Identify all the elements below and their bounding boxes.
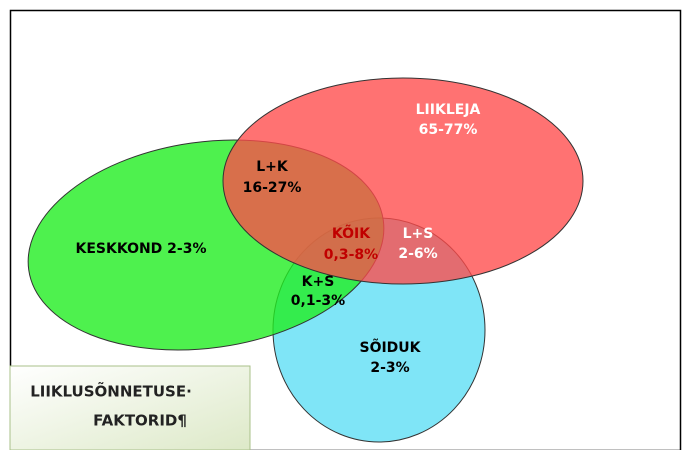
legend-text: LIIKLUSÕNNETUSE· <box>30 382 192 401</box>
node-label: 16-27% <box>243 180 302 196</box>
node-label: 2-6% <box>398 246 437 262</box>
node-label: L+K <box>256 159 289 175</box>
node-label: SÕIDUK <box>359 338 421 356</box>
legend-box <box>9 365 251 450</box>
node-label: 65-77% <box>419 122 478 138</box>
node-label: 0,3-8% <box>324 247 378 263</box>
liikleja-circle <box>222 77 584 285</box>
node-label: L+S <box>403 226 434 242</box>
node-label: KÕIK <box>332 224 371 242</box>
node-label: 0,1-3% <box>291 293 345 309</box>
node-label: KESKKOND 2-3% <box>76 241 207 257</box>
node-label: K+S <box>302 274 335 290</box>
node-label: LIIKLEJA <box>416 102 481 118</box>
legend-text: FAKTORID¶ <box>93 412 187 430</box>
node-label: 2-3% <box>370 360 409 376</box>
